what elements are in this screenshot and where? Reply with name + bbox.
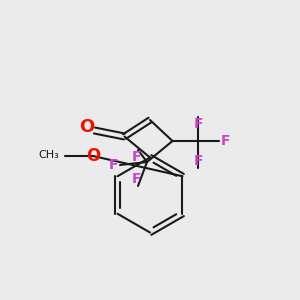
Text: F: F — [109, 158, 118, 172]
Text: F: F — [221, 134, 230, 148]
Text: F: F — [132, 172, 141, 186]
Text: F: F — [194, 117, 204, 130]
Text: CH₃: CH₃ — [38, 150, 59, 160]
Text: F: F — [132, 150, 141, 164]
Text: F: F — [194, 154, 204, 168]
Text: O: O — [86, 147, 100, 165]
Text: O: O — [80, 118, 94, 136]
